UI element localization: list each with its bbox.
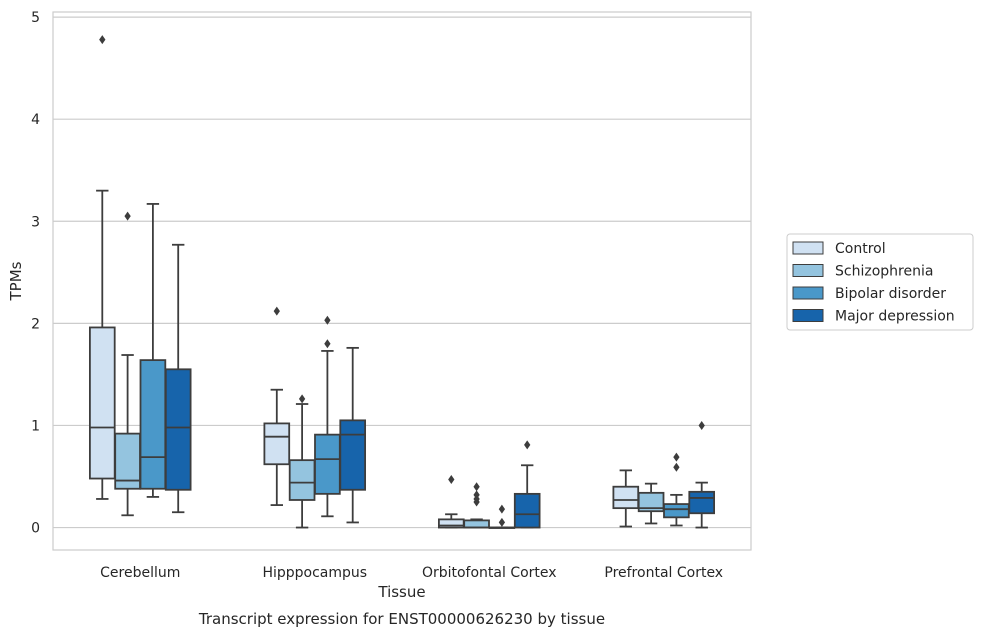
box-body xyxy=(288,459,316,501)
box xyxy=(339,346,367,524)
outlier-point xyxy=(698,420,705,430)
box xyxy=(263,306,291,506)
y-tick-label: 3 xyxy=(31,214,40,230)
legend-item: Major depression xyxy=(792,309,955,325)
box-body xyxy=(637,491,665,513)
box-body xyxy=(513,492,541,529)
box-body xyxy=(463,519,490,529)
outlier-point xyxy=(448,475,455,485)
legend: Control Schizophrenia Bipolar disorder Majo… xyxy=(786,233,974,331)
box xyxy=(463,482,490,529)
box-series xyxy=(88,35,716,529)
outlier-point xyxy=(298,394,306,404)
outlier-point xyxy=(498,517,506,527)
box-body xyxy=(612,485,640,510)
plot-area-frame xyxy=(52,11,752,551)
box-body xyxy=(663,503,690,519)
legend-items: Control Schizophrenia Bipolar disorder Majo… xyxy=(792,241,955,325)
y-tick-label: 2 xyxy=(31,316,40,332)
x-tick-label: Orbitofontal Cortex xyxy=(422,565,557,581)
box-body xyxy=(314,433,341,495)
y-tick-label: 5 xyxy=(31,10,40,26)
box-body xyxy=(88,326,116,480)
legend-item: Bipolar disorder xyxy=(792,286,946,302)
legend-item: Schizophrenia xyxy=(792,264,933,280)
legend-item: Control xyxy=(792,241,886,257)
box xyxy=(488,504,516,529)
x-tick-label: Cerebellum xyxy=(100,565,180,581)
box-body xyxy=(339,419,367,491)
box-body xyxy=(688,490,716,515)
outlier-point xyxy=(673,462,680,472)
x-tick-labels: Cerebellum Hipppocampus Orbitofontal Corte… xyxy=(100,565,723,581)
outlier-point xyxy=(324,315,331,325)
box xyxy=(88,35,116,500)
box-body xyxy=(139,359,167,490)
series-control xyxy=(88,35,640,529)
series-schizophrenia xyxy=(114,211,665,529)
box xyxy=(114,211,141,517)
box xyxy=(513,440,541,529)
legend-label: Control xyxy=(835,241,886,257)
y-tick-label: 1 xyxy=(31,418,40,434)
outlier-point xyxy=(99,35,106,45)
outlier-point xyxy=(273,306,280,316)
outlier-point xyxy=(498,504,506,514)
outlier-point xyxy=(324,339,331,349)
x-axis-label: Tissue xyxy=(377,583,425,601)
outlier-point xyxy=(473,497,480,507)
legend-swatch xyxy=(792,264,824,277)
legend-label: Major depression xyxy=(835,309,955,325)
outlier-point xyxy=(473,482,480,492)
box xyxy=(164,243,192,514)
x-tick-label: Prefrontal Cortex xyxy=(604,565,723,581)
outlier-point xyxy=(673,452,680,462)
box xyxy=(688,420,716,529)
chart-caption: Transcript expression for ENST0000062623… xyxy=(198,610,605,628)
box xyxy=(437,475,465,529)
outlier-point xyxy=(524,440,531,450)
box xyxy=(637,482,665,525)
box-body xyxy=(263,422,291,466)
box-body xyxy=(164,368,192,491)
legend-label: Bipolar disorder xyxy=(835,286,946,302)
series-bipolar-disorder xyxy=(139,203,690,529)
legend-label: Schizophrenia xyxy=(835,264,933,280)
legend-swatch xyxy=(792,286,824,300)
box xyxy=(288,394,316,529)
legend-frame xyxy=(786,233,974,331)
y-axis-label: TPMs xyxy=(7,261,25,301)
legend-swatch xyxy=(792,309,824,322)
outlier-point xyxy=(124,211,131,221)
y-tick-label: 0 xyxy=(31,521,40,537)
box xyxy=(139,203,167,498)
x-tick-label: Hipppocampus xyxy=(262,565,367,581)
box xyxy=(663,452,690,527)
box xyxy=(612,469,640,528)
y-tick-label: 4 xyxy=(31,112,40,128)
y-tick-labels: 0 1 2 3 4 5 xyxy=(31,10,40,536)
legend-swatch xyxy=(792,241,824,255)
series-major-depression xyxy=(164,243,716,529)
box xyxy=(314,315,341,518)
